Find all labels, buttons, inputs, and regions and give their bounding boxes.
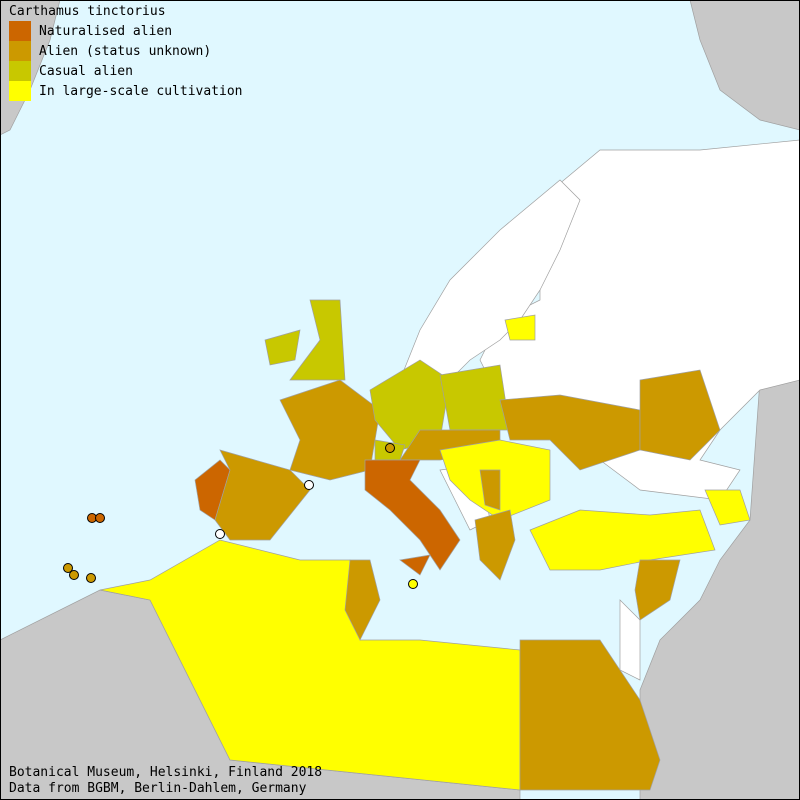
- legend-label: In large-scale cultivation: [39, 83, 243, 99]
- record-dot-gibraltar: [215, 529, 225, 539]
- region-estonia: [504, 314, 536, 341]
- region-syria: [634, 559, 681, 621]
- region-sicily: [399, 554, 431, 576]
- record-dot-balearic: [304, 480, 314, 490]
- legend-item-alien-unknown: Alien (status unknown): [9, 41, 243, 61]
- legend-swatch: [9, 61, 31, 81]
- arctic-islands: [689, 0, 800, 131]
- record-dot-madeira-2: [95, 513, 105, 523]
- legend-swatch: [9, 41, 31, 61]
- region-greece: [474, 509, 516, 581]
- levant-white: [619, 599, 641, 681]
- legend-label: Naturalised alien: [39, 23, 173, 39]
- legend-swatch: [9, 21, 31, 41]
- region-spain: [214, 449, 311, 541]
- asia-land: [639, 369, 800, 800]
- legend: Carthamus tinctorius Naturalised alien A…: [9, 4, 243, 101]
- region-ukraine: [499, 394, 641, 471]
- region-south-russia: [639, 369, 721, 461]
- region-egypt: [519, 639, 661, 791]
- credit-line-1: Botanical Museum, Helsinki, Finland 2018: [9, 765, 323, 780]
- region-italy: [364, 459, 461, 571]
- record-dot-canary-2: [69, 570, 79, 580]
- legend-item-naturalised: Naturalised alien: [9, 21, 243, 41]
- record-dot-malta: [408, 579, 418, 589]
- record-dot-canary-3: [86, 573, 96, 583]
- legend-label: Alien (status unknown): [39, 43, 212, 59]
- region-algeria-libya: [99, 539, 521, 791]
- region-ireland: [264, 329, 301, 366]
- region-serbia: [479, 469, 501, 511]
- record-dot-canary-1: [63, 563, 73, 573]
- legend-label: Casual alien: [39, 63, 133, 79]
- legend-item-casual: Casual alien: [9, 61, 243, 81]
- region-tunisia: [344, 559, 381, 641]
- region-poland: [439, 364, 511, 431]
- region-turkey: [529, 509, 716, 571]
- legend-swatch: [9, 81, 31, 101]
- credit-line-2: Data from BGBM, Berlin-Dahlem, Germany: [9, 781, 307, 796]
- legend-title: Carthamus tinctorius: [9, 4, 166, 19]
- region-france: [279, 379, 381, 481]
- scandinavia: [399, 179, 581, 391]
- record-dot-liechtenstein: [385, 443, 395, 453]
- legend-item-cultivation: In large-scale cultivation: [9, 81, 243, 101]
- credits: Botanical Museum, Helsinki, Finland 2018…: [9, 765, 322, 797]
- region-great-britain: [289, 299, 346, 381]
- region-caucasus: [704, 489, 751, 526]
